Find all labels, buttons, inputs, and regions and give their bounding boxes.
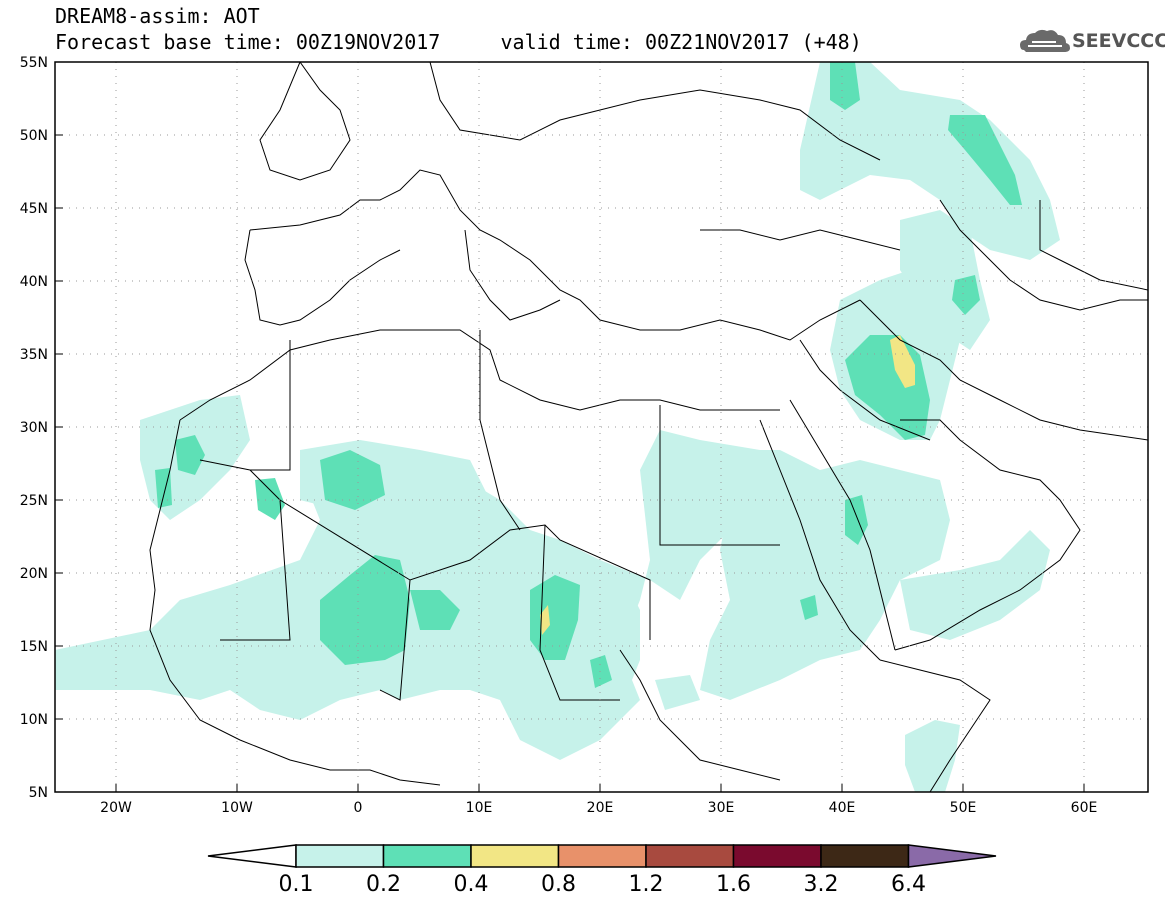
colorbar-under-arrow [207, 844, 297, 868]
colorbar-label: 0.4 [454, 872, 489, 897]
colorbar-label: 0.2 [366, 872, 401, 897]
colorbar-swatch [557, 844, 647, 868]
colorbar-swatch [295, 844, 385, 868]
lon-tick-label: 30E [708, 800, 735, 816]
colorbar-swatch [732, 844, 822, 868]
lat-tick-label: 45N [20, 201, 48, 217]
lon-tick-label: 20E [587, 800, 614, 816]
lat-labels: 55N 50N 45N 40N 35N 30N 25N 20N 15N 10N … [20, 55, 48, 801]
country-borders [149, 62, 1148, 792]
tick-marks [55, 134, 1085, 792]
colorbar-label: 6.4 [891, 872, 926, 897]
cloud-icon [1020, 29, 1070, 52]
aot-level-0.2 [155, 62, 1022, 688]
lon-tick-label: 40E [829, 800, 856, 816]
colorbar-swatch [470, 844, 560, 868]
chart-title: DREAM8-assim: AOT [55, 4, 260, 28]
chart-subtitle: Forecast base time: 00Z19NOV2017 valid t… [55, 30, 862, 54]
graticule [55, 62, 1148, 792]
lat-tick-label: 10N [20, 712, 48, 728]
colorbar: 0.1 0.2 0.4 0.8 1.2 1.6 3.2 6.4 [207, 844, 997, 897]
logo-text: SEEVCCC [1072, 30, 1165, 52]
aot-level-0.4 [540, 335, 915, 635]
lat-tick-label: 50N [20, 128, 48, 144]
lat-tick-label: 30N [20, 420, 48, 436]
lon-tick-label: 60E [1071, 800, 1098, 816]
colorbar-label: 1.6 [716, 872, 751, 897]
lon-labels: 20W 10W 0 10E 20E 30E 40E 50E 60E [100, 800, 1097, 816]
colorbar-label: 3.2 [804, 872, 839, 897]
lon-tick-label: 20W [100, 800, 132, 816]
colorbar-swatch [820, 844, 910, 868]
lat-tick-label: 20N [20, 566, 48, 582]
colorbar-label: 0.8 [541, 872, 576, 897]
lon-tick-label: 10W [221, 800, 253, 816]
lon-tick-label: 10E [466, 800, 493, 816]
aot-field [55, 62, 1060, 792]
lat-tick-label: 55N [20, 55, 48, 71]
lat-tick-label: 35N [20, 347, 48, 363]
lat-tick-label: 5N [29, 785, 48, 801]
colorbar-label: 0.1 [279, 872, 314, 897]
lat-tick-label: 40N [20, 274, 48, 290]
lon-tick-label: 0 [354, 800, 363, 816]
colorbar-swatch [382, 844, 472, 868]
lon-tick-label: 50E [950, 800, 977, 816]
lat-tick-label: 15N [20, 639, 48, 655]
lat-tick-label: 25N [20, 493, 48, 509]
colorbar-swatch [645, 844, 735, 868]
colorbar-label: 1.2 [629, 872, 664, 897]
colorbar-over-arrow [907, 844, 997, 868]
